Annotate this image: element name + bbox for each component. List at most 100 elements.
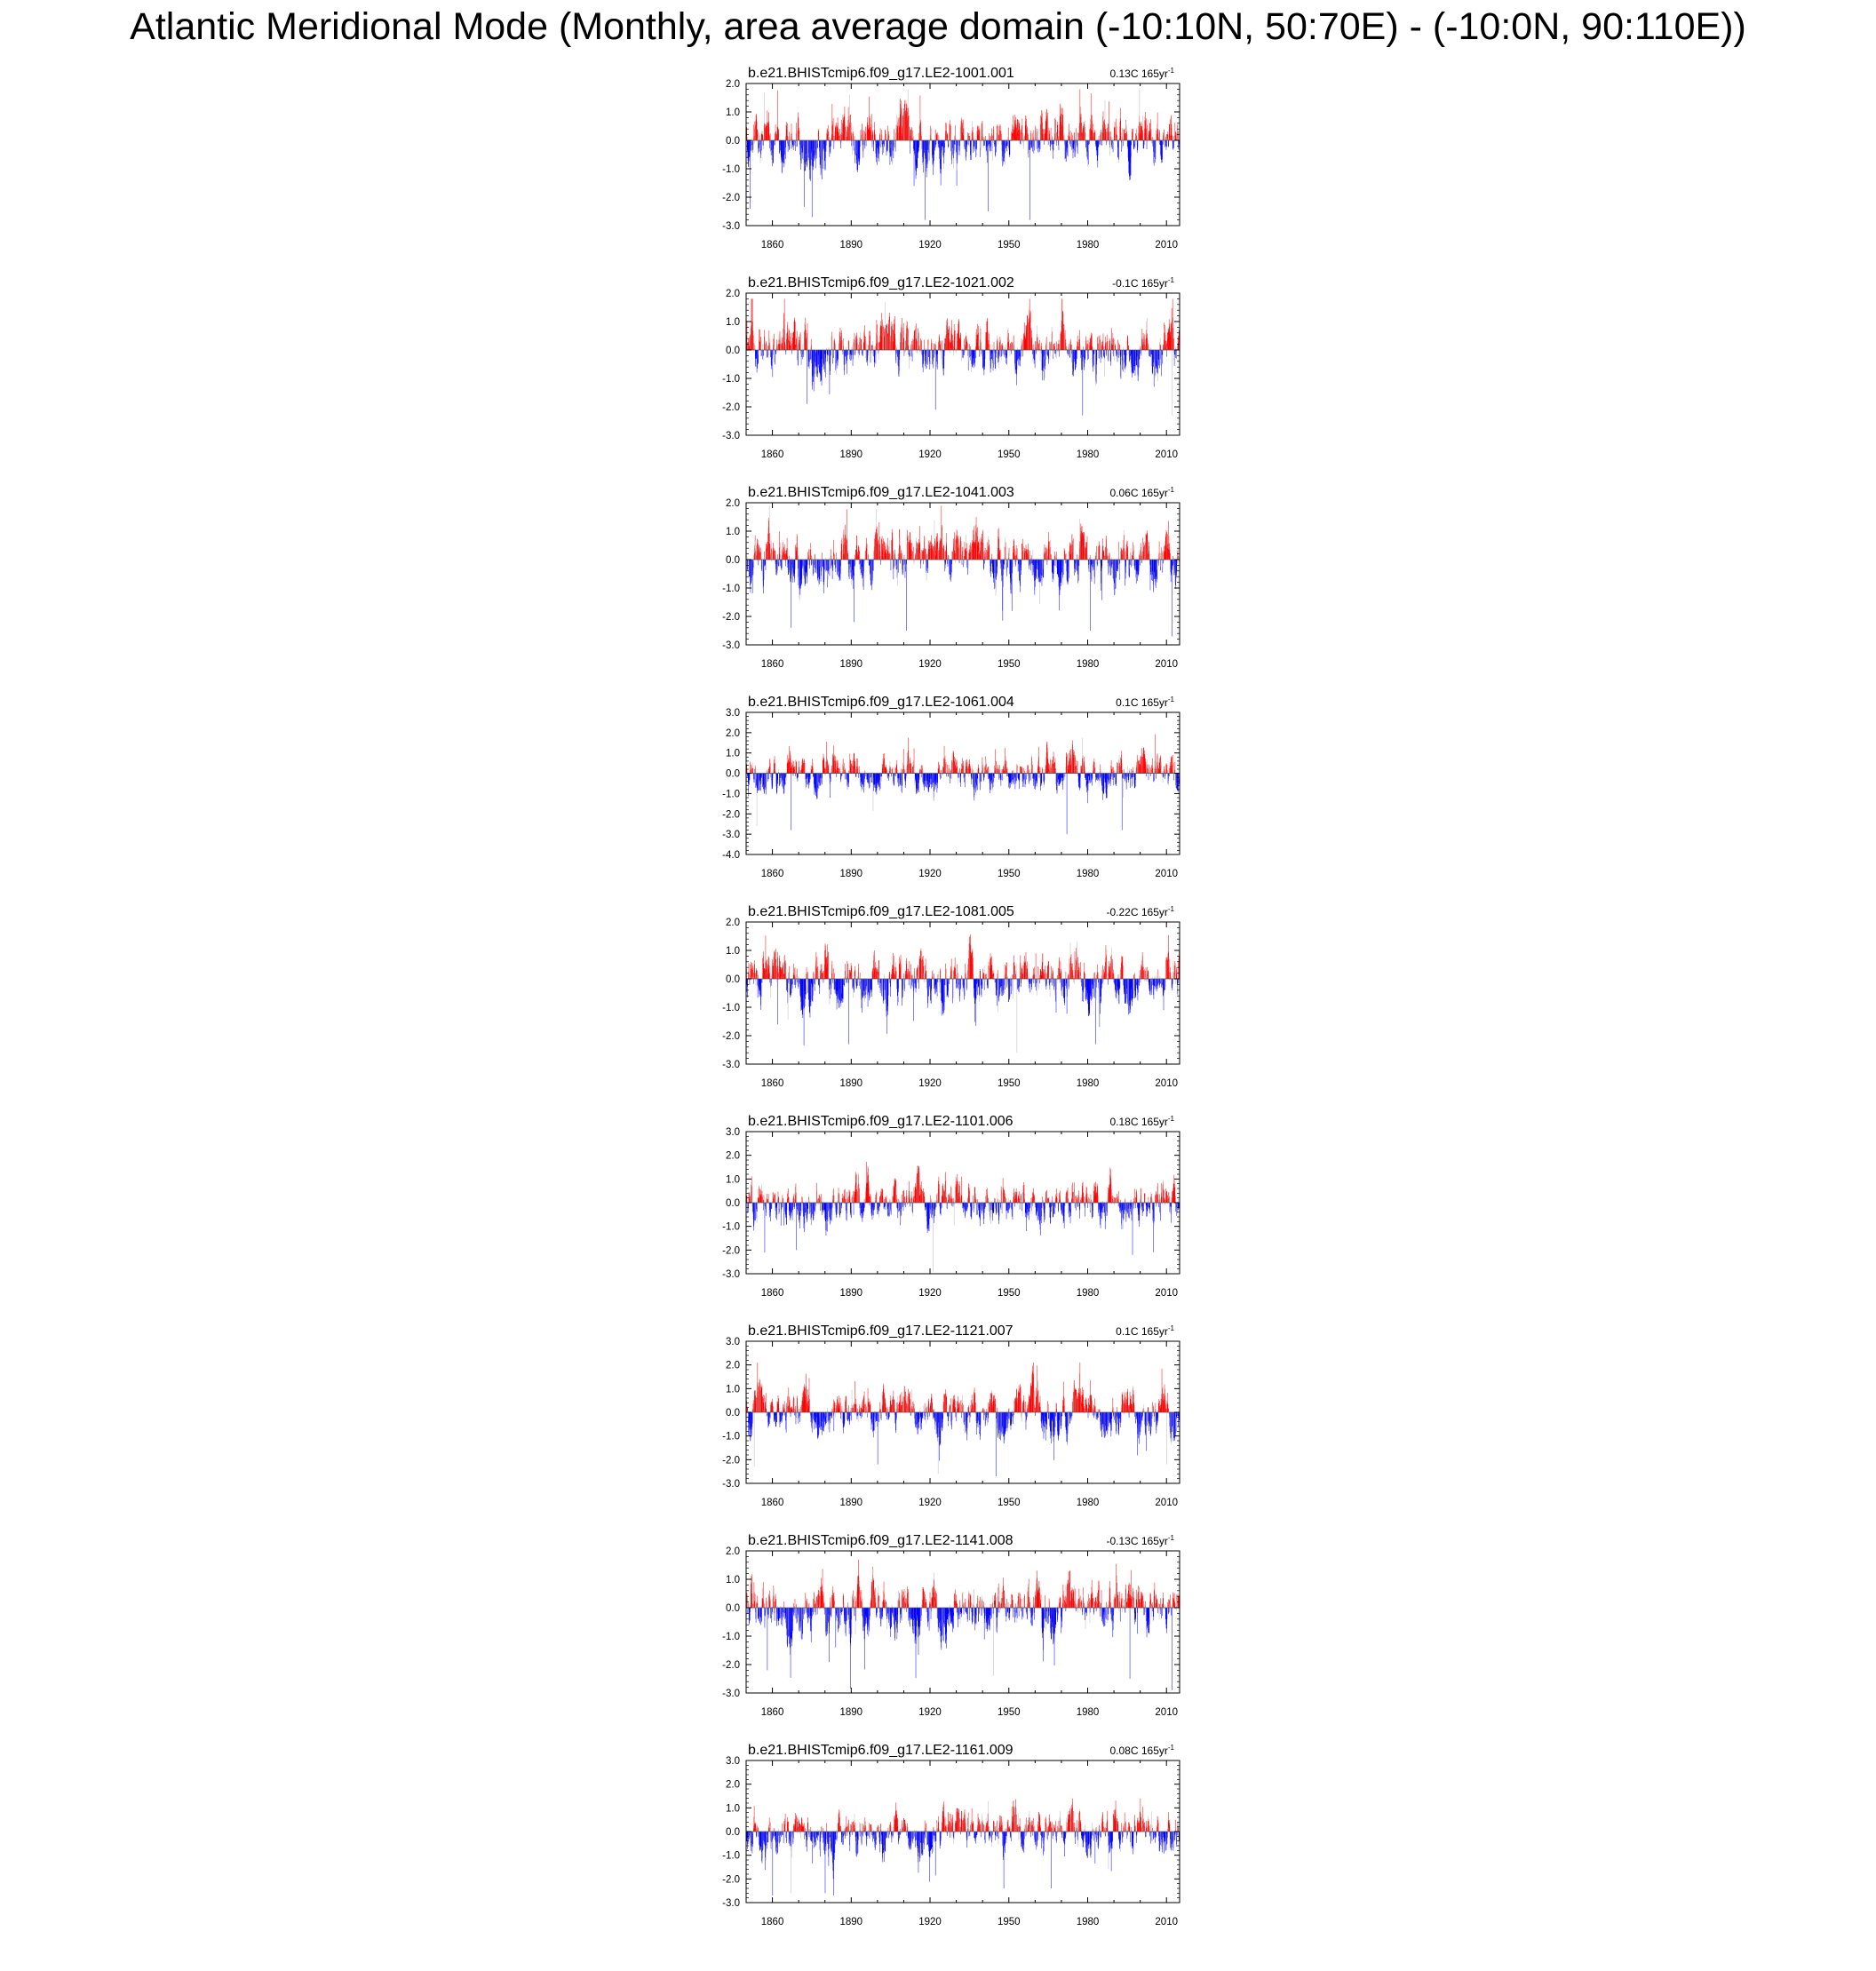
data-bar [815,350,816,366]
data-bar [1142,115,1143,140]
data-bar [1090,124,1091,140]
data-bar [958,140,959,151]
data-bar [1001,350,1002,357]
data-bar [856,332,857,350]
data-bar [1173,139,1175,140]
data-bar [1034,131,1036,140]
data-bar [1006,350,1007,364]
data-bar [1064,138,1065,140]
data-bar [996,125,998,140]
data-bar [883,335,884,350]
data-bar [966,348,968,350]
data-bar [988,344,989,350]
data-bar [841,330,842,350]
y-tick-label: -1.0 [722,164,740,175]
data-bar [1173,140,1174,148]
data-bar [937,138,938,140]
data-bar [825,560,827,572]
data-bar [1017,347,1018,350]
data-bar [886,327,888,350]
data-bar [746,127,747,140]
data-bar [1087,140,1088,160]
data-bar [1111,332,1113,350]
data-bar [1044,140,1045,145]
data-bar [938,135,940,140]
data-bar [1085,350,1086,360]
data-bar [1154,350,1155,376]
data-bar [1088,140,1090,146]
data-bar [1000,350,1002,362]
data-bar [882,319,883,350]
data-bar [855,350,856,352]
data-bar [879,132,881,140]
trend-superscript: -1 [1168,276,1175,284]
data-bar [800,560,802,576]
data-bar [1096,140,1098,155]
data-bar [1104,350,1105,359]
data-bar [1012,343,1013,350]
data-bar [810,560,812,566]
data-bar [1099,335,1101,350]
data-bar [1127,338,1129,350]
data-bar [803,350,804,357]
data-bar [758,544,759,560]
data-bar [847,552,848,560]
data-bar [835,131,837,140]
data-bar [808,549,809,560]
data-bar [987,140,988,147]
data-bar [993,140,994,143]
data-bar [770,350,772,353]
data-bar [1026,330,1027,350]
data-bar [833,555,835,560]
data-bar [779,140,780,155]
data-bar [765,347,766,350]
data-bar [1087,350,1088,361]
data-bar [1066,350,1068,353]
data-bar [831,340,832,350]
data-bar [774,333,775,350]
data-bar [883,140,884,153]
y-tick-label: 0.0 [726,346,740,356]
data-bar [1103,120,1105,140]
data-bar [1029,140,1030,143]
data-bar [972,350,974,362]
data-bar [964,350,965,356]
data-bar [1027,331,1029,350]
data-bar [953,140,955,151]
data-bar [1027,315,1028,350]
data-bar [1154,140,1155,157]
data-bar [902,334,903,350]
data-bar [1169,123,1170,140]
data-bar [1151,140,1153,144]
data-bar [797,140,798,147]
data-bar [1169,138,1171,140]
data-bar [760,557,762,560]
data-bar [893,550,894,560]
data-bar [1143,138,1144,140]
data-bar [1175,135,1177,140]
data-bar [782,140,783,172]
data-bar [872,138,874,140]
data-bar [919,95,921,140]
data-bar [1088,350,1089,360]
data-bar [1089,140,1090,144]
data-bar [880,560,881,565]
data-bar [865,343,867,350]
data-bar [811,560,813,565]
data-bar [852,560,853,570]
data-bar [1135,350,1136,352]
data-bar [857,552,858,560]
data-bar [756,121,758,140]
data-bar [1072,350,1073,377]
data-bar [1001,344,1002,350]
data-bar [929,140,930,149]
data-bar [1139,350,1141,360]
data-bar [934,140,935,148]
data-bar [851,133,853,140]
data-bar [892,326,894,350]
data-bar [807,560,808,576]
data-bar [766,343,767,350]
data-bar [797,122,799,140]
data-bar [1142,140,1144,149]
data-bar [878,350,879,353]
